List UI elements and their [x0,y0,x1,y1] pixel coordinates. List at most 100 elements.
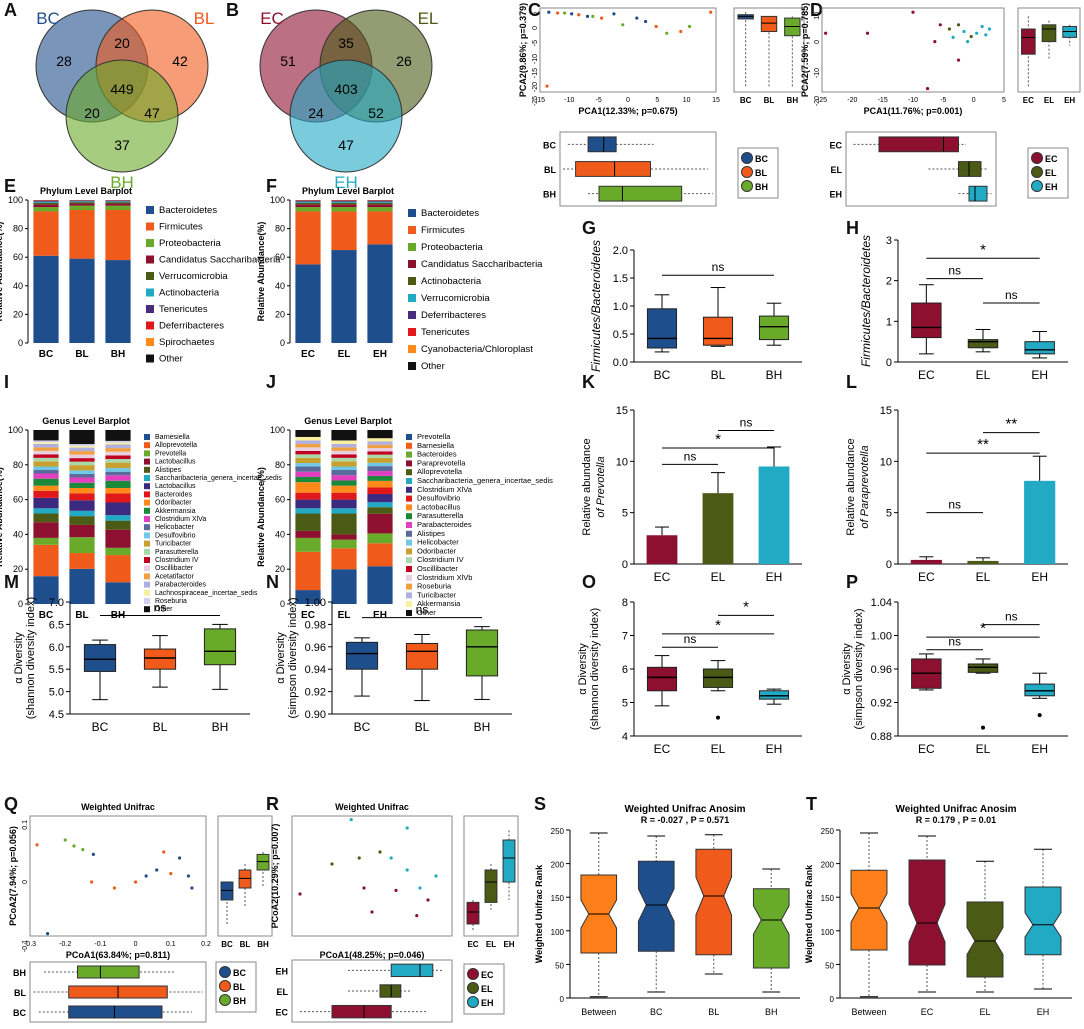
y-tick-label: 10 [616,456,628,468]
legend-label: Parabacteroides [417,520,472,529]
x-tick-label: BL [711,368,726,382]
panel-label-b: B [226,0,239,20]
y-tick-label: -10 [532,54,539,64]
bar-segment [105,475,131,481]
bar-segment [105,210,131,261]
box-between [850,869,888,951]
y-tick-label: 4.5 [49,709,64,721]
legend-swatch [144,524,150,531]
legend-swatch [146,321,154,330]
sample-point [621,23,625,27]
side-box-label: EL [1044,96,1054,105]
sample-point [362,886,366,890]
bar-segment [33,513,59,523]
bar-segment [367,480,393,488]
legend-label: Acetatifactor [155,573,195,580]
box-bc [345,641,379,670]
bar-segment [33,211,59,256]
bar-segment [367,244,393,343]
venn-count-bl-only: 42 [172,53,188,69]
venn-count-bc-only: 28 [56,53,72,69]
y-tick-label: 200 [551,861,565,870]
x-axis-label: PCoA1(63.84%; p=0.811) [66,950,170,960]
y-tick-label: 1.04 [871,597,892,609]
legend-dot-el [467,982,479,994]
y-tick-label: 200 [821,861,835,870]
y-tick-label: 0 [280,338,285,348]
y-tick-label: 0 [886,559,892,571]
venn-count-el-eh: 52 [368,105,384,121]
y-tick-label: 40 [275,529,285,539]
y-tick-label: 5.0 [49,687,64,699]
legend-frame [737,147,779,199]
side-box-label: EH [503,940,514,949]
bar-segment [33,490,59,498]
bar-segment [331,450,357,455]
legend-frame [1027,147,1069,199]
x-tick-label: Between [851,1007,886,1017]
legend-label: EH [1045,182,1058,192]
legend-label: Barnesiella [417,441,455,450]
legend-label: Parabacteroides [155,582,206,589]
y-axis-label: α Diversity [13,632,25,684]
x-tick-label: 0.1 [166,941,176,948]
bar-segment [295,447,321,451]
bar-segment [295,466,321,472]
legend-label: Lactobacillus [155,459,196,466]
box-bh [752,888,790,969]
legend-swatch [406,566,412,572]
side-box [466,901,480,925]
legend-swatch [406,557,412,564]
legend-swatch [408,311,416,319]
box-eh [1024,886,1062,956]
bar-segment [105,459,131,463]
venn-circle-eh [289,59,403,173]
bar-segment [69,258,95,343]
y-tick-label: 60 [13,252,23,262]
y-tick-label: 0 [18,599,23,609]
sample-point [434,874,438,878]
bar-segment [105,455,131,459]
bar-segment [69,500,95,511]
x-tick-label: BL [153,720,168,734]
bar-segment [33,204,59,208]
bar-segment [367,202,393,205]
outlier-point [1037,713,1042,718]
legend-dot-bl [219,980,231,992]
bar-segment [105,203,131,206]
sample-point [688,24,692,29]
bar-segment [331,201,357,203]
legend-swatch [408,345,416,353]
bar-segment [33,497,59,509]
panel-label-s: S [534,794,547,814]
x-tick-label: EL [976,742,991,756]
y-tick-label: 5 [532,12,539,16]
x-tick-label: EH [373,610,387,621]
y-tick-label: 0 [830,995,835,1004]
legend-label: EL [481,984,493,994]
bar-segment [331,211,357,251]
bar-segment [295,436,321,441]
bottom-box-label: BC [13,1008,26,1018]
bottom-box-label: EH [275,966,288,976]
box-eh [1024,341,1055,355]
panel-label-c: C [528,0,541,20]
chart-title: Phylum Level Barplot [302,186,394,196]
sample-point [378,850,382,854]
sample-point [547,10,551,14]
bar-el [967,560,999,564]
y-axis-label: Weighted Unifrac Rank [534,864,544,963]
legend-label: EL [1045,168,1057,178]
legend-label: BL [233,982,245,992]
sample-point [709,10,713,14]
bar-segment [295,590,321,604]
x-tick-label: -5 [940,97,946,104]
x-tick-label: EC [654,742,671,756]
sample-point [665,31,669,35]
x-tick-label: -10 [564,97,574,104]
y-tick-label: 40 [13,529,23,539]
y-axis-label: α Diversity [841,643,853,695]
sample-point [865,31,870,35]
y-tick-label: 250 [551,827,565,836]
x-tick-label: 15 [712,97,720,104]
